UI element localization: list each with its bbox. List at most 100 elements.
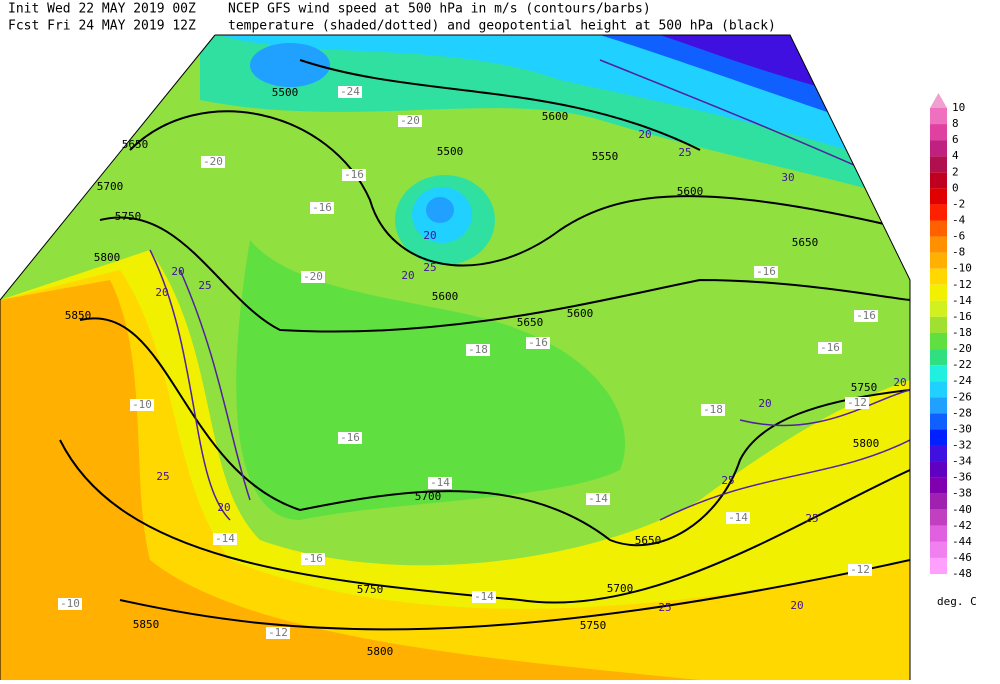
map-frame [0, 34, 911, 680]
colorbar-label: -12 [952, 278, 972, 291]
temperature-label: -14 [474, 590, 494, 603]
height-label: 5700 [415, 490, 442, 503]
temperature-label: -10 [132, 398, 152, 411]
colorbar-box [930, 284, 947, 301]
colorbar-box [930, 172, 947, 189]
temperature-label: -20 [303, 270, 323, 283]
wind-label: 20 [401, 269, 414, 282]
temperature-label-box [301, 271, 325, 283]
colorbar-label: 10 [952, 101, 965, 114]
temperature-label-box [845, 397, 869, 409]
temperature-label-box [130, 399, 154, 411]
colorbar-box [930, 252, 947, 269]
wind-label: 25 [805, 512, 818, 525]
colorbar-box [930, 557, 947, 575]
wind-label: 20 [171, 265, 184, 278]
colorbar-label: -34 [952, 455, 972, 468]
colorbar-box [930, 509, 947, 526]
colorbar-box [930, 349, 947, 366]
wind-label: 25 [156, 470, 169, 483]
height-label: 5750 [851, 381, 878, 394]
temperature-label-box [854, 310, 878, 322]
temperature-label-box [201, 156, 225, 168]
colorbar-box [930, 316, 947, 333]
colorbar-label: -36 [952, 471, 972, 484]
colorbar-box [930, 188, 947, 205]
colorbar-label: -30 [952, 422, 972, 435]
temperature-label: -16 [528, 336, 548, 349]
temperature-label: -16 [856, 309, 876, 322]
colorbar-box [930, 413, 947, 430]
temperature-label-box [701, 404, 725, 416]
temperature-label-box [526, 337, 550, 349]
colorbar-box [930, 140, 947, 157]
init-label: Init Wed 22 MAY 2019 00Z [8, 2, 196, 17]
height-label: 5600 [542, 110, 569, 123]
colorbar-label: -8 [952, 246, 965, 259]
colorbar-box [930, 300, 947, 317]
colorbar-label: -22 [952, 358, 972, 371]
height-label: 5650 [635, 534, 662, 547]
colorbar-label: -42 [952, 519, 972, 532]
height-contours [59, 59, 910, 631]
colorbar-box [930, 429, 947, 446]
colorbar-box [930, 268, 947, 285]
temperature-label-box [301, 553, 325, 565]
temperature-label: -24 [340, 85, 360, 98]
temperature-label-box [338, 86, 362, 98]
wind-label: 20 [893, 376, 906, 389]
colorbar-label: -16 [952, 310, 972, 323]
height-label: 5600 [432, 290, 459, 303]
colorbar-label: 0 [952, 181, 959, 194]
temperature-label: -12 [268, 626, 288, 639]
colorbar-box [930, 461, 947, 478]
temperature-label: -10 [60, 597, 80, 610]
colorbar-box [930, 204, 947, 221]
height-label: 5750 [357, 583, 384, 596]
temperature-label-box [398, 115, 422, 127]
temperature-label-box [266, 627, 290, 639]
colorbar-box [930, 332, 947, 350]
height-label: 5600 [677, 185, 704, 198]
colorbar-box [930, 156, 947, 173]
colorbar-label: -18 [952, 326, 972, 339]
wind-label: 20 [155, 286, 168, 299]
wind-label: 25 [198, 279, 211, 292]
colorbar-box [930, 365, 947, 382]
temperature-label-box [213, 533, 237, 545]
height-label: 5800 [853, 437, 880, 450]
colorbar-box [930, 236, 947, 253]
temperature-label-box [754, 266, 778, 278]
height-label: 5500 [437, 145, 464, 158]
colorbar-box [930, 124, 947, 141]
height-label: 5600 [567, 307, 594, 320]
height-label: 5750 [580, 619, 607, 632]
wind-label: 25 [658, 601, 671, 614]
colorbar-label: 6 [952, 133, 959, 146]
colorbar-label: -24 [952, 374, 972, 387]
temperature-label-box [848, 564, 872, 576]
colorbar-label: -46 [952, 551, 972, 564]
colorbar-box [930, 477, 947, 494]
temperature-label-box [586, 493, 610, 505]
colorbar-label: -38 [952, 487, 972, 500]
height-label: 5550 [592, 150, 619, 163]
colorbar-box [930, 108, 947, 125]
wind-label: 20 [217, 501, 230, 514]
temperature-label: -16 [312, 201, 332, 214]
title: NCEP GFS wind speed at 500 hPa in m/s (c… [228, 2, 651, 17]
temperature-label: -16 [303, 552, 323, 565]
temperature-label: -16 [340, 431, 360, 444]
colorbar-label: -40 [952, 503, 972, 516]
height-label: 5750 [115, 210, 142, 223]
wind-label: 25 [678, 146, 691, 159]
temperature-label: -14 [215, 532, 235, 545]
temperature-label: -12 [850, 563, 870, 576]
temperature-label-box [726, 512, 750, 524]
height-label: 5850 [133, 618, 160, 631]
subtitle: temperature (shaded/dotted) and geopoten… [228, 19, 776, 34]
temperature-label-box [338, 432, 362, 444]
colorbar-box [930, 541, 947, 558]
